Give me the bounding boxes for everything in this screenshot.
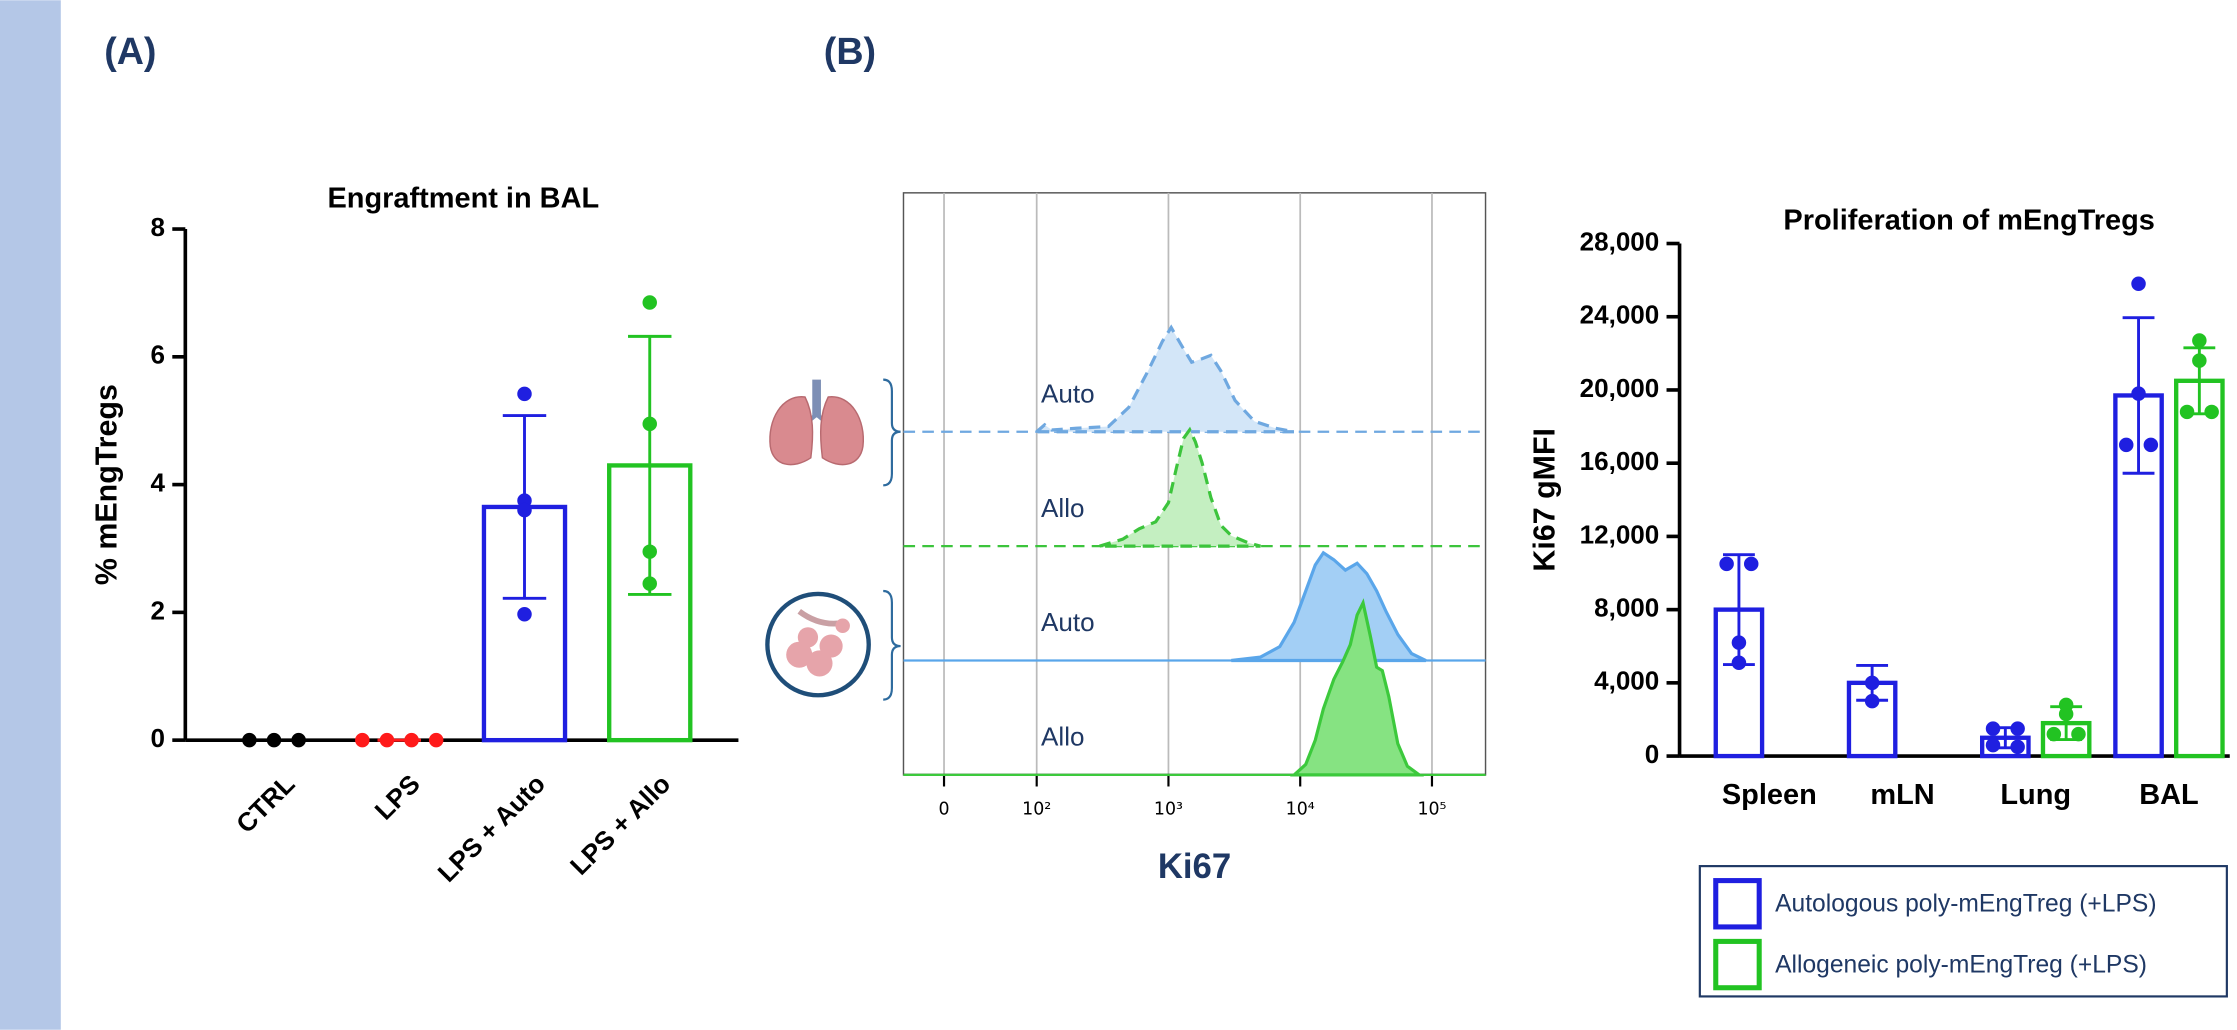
y-tick-label: 4 [151, 467, 166, 497]
histogram-area [1032, 324, 1295, 434]
chart-title: Engraftment in BAL [327, 183, 599, 215]
data-point [2046, 726, 2062, 742]
data-point [2071, 726, 2086, 742]
bracket [883, 378, 901, 487]
data-point [2118, 437, 2134, 453]
histogram-area [1289, 598, 1425, 777]
data-point [1985, 721, 2001, 736]
x-tick-label: CTRL [230, 769, 300, 839]
data-point [2010, 739, 2025, 755]
y-tick-label: 0 [151, 723, 166, 753]
y-tick-label: 28,000 [1580, 226, 1660, 256]
data-point [1743, 556, 1759, 572]
data-point [2204, 404, 2219, 420]
data-point [642, 416, 657, 432]
track-label: Auto [1041, 378, 1095, 408]
data-point [642, 576, 657, 591]
x-tick-label: Lung [2000, 779, 2071, 811]
x-tick-label: 10³ [1154, 800, 1183, 820]
panel-label: (B) [824, 30, 876, 72]
data-point [2192, 333, 2207, 348]
x-tick-label: LPS + Auto [432, 769, 551, 888]
data-point [1864, 675, 1880, 691]
y-tick-label: 8 [151, 212, 166, 242]
data-point [1731, 655, 1747, 670]
chart-title: Proliferation of mEngTregs [1783, 204, 2154, 236]
data-point [1719, 556, 1734, 572]
data-point [1731, 635, 1747, 650]
data-point [2143, 437, 2159, 453]
data-point [517, 386, 532, 402]
x-tick-label: Spleen [1722, 779, 1817, 811]
histogram-area [1099, 426, 1261, 548]
legend-label: Allogeneic poly-mEngTreg (+LPS) [1775, 952, 2147, 979]
data-point [291, 732, 306, 748]
data-point [379, 732, 395, 748]
y-tick-label: 16,000 [1580, 446, 1660, 476]
data-point [2131, 276, 2146, 292]
data-point [1985, 737, 2001, 753]
y-tick-label: 20,000 [1580, 373, 1660, 403]
legend-swatch [1713, 938, 1762, 991]
x-tick-label: LPS [369, 769, 426, 826]
data-point [2131, 386, 2146, 401]
x-tick-label: 10⁴ [1286, 800, 1315, 820]
data-point [2192, 353, 2207, 368]
legend-box [1698, 865, 2228, 998]
y-tick-label: 2 [151, 595, 166, 625]
data-point [2058, 706, 2074, 722]
track-label: Auto [1041, 607, 1095, 637]
data-point [242, 732, 257, 748]
y-axis-label: % mEngTregs [90, 384, 124, 585]
y-tick-label: 8,000 [1594, 593, 1659, 623]
data-point [642, 295, 657, 310]
data-point [517, 607, 532, 622]
x-tick-label: LPS + Allo [564, 769, 676, 881]
bar [2174, 378, 2225, 759]
track-label: Allo [1041, 493, 1084, 523]
data-point [642, 544, 657, 559]
x-tick-label: 10² [1022, 800, 1051, 820]
side-stripe [0, 0, 61, 1030]
y-axis-label: Ki67 gMFI [1527, 428, 1561, 572]
y-tick-label: 4,000 [1594, 666, 1659, 696]
data-point [355, 732, 370, 748]
data-point [2179, 404, 2195, 420]
data-point [1864, 693, 1880, 709]
x-tick-label: 10⁵ [1417, 800, 1446, 820]
track-label: Allo [1041, 722, 1084, 752]
data-point [266, 732, 282, 748]
x-tick-label: BAL [2139, 779, 2198, 811]
y-tick-label: 6 [151, 340, 166, 370]
lung-icon [769, 379, 865, 466]
data-point [404, 732, 419, 748]
y-tick-label: 12,000 [1580, 519, 1660, 549]
histogram-area [1231, 550, 1427, 663]
y-tick-label: 0 [1645, 739, 1660, 769]
alveoli-icon [765, 591, 871, 698]
panel-label: (A) [104, 30, 156, 72]
data-point [428, 732, 444, 748]
legend-swatch [1713, 878, 1762, 930]
x-axis-label: Ki67 [1158, 848, 1231, 886]
legend-label: Autologous poly-mEngTreg (+LPS) [1775, 891, 2156, 918]
data-point [2010, 721, 2025, 736]
x-tick-label: mLN [1870, 779, 1934, 811]
bracket [883, 589, 901, 701]
x-tick-label: 0 [939, 800, 950, 820]
y-tick-label: 24,000 [1580, 300, 1660, 330]
data-point [517, 502, 532, 518]
